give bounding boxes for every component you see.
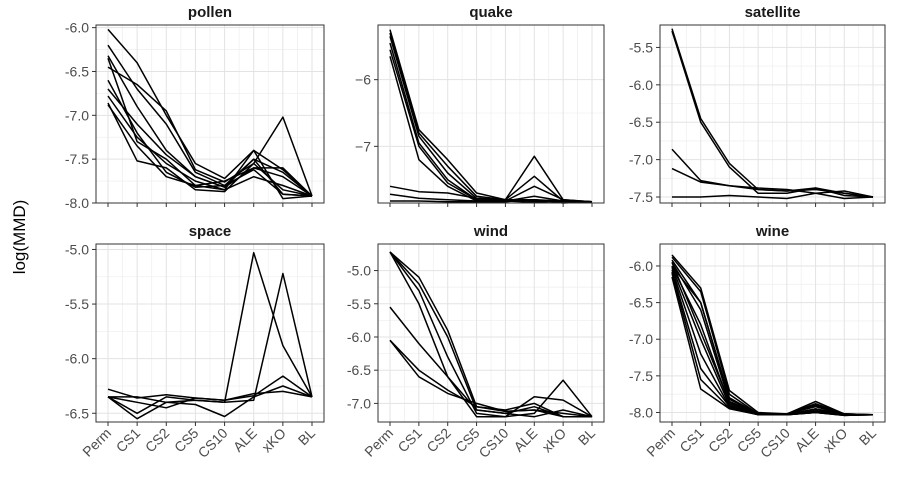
- x-tick-label: CS10: [195, 425, 231, 461]
- y-tick-label: -8.0: [629, 404, 653, 420]
- panel-title: satellite: [745, 4, 801, 21]
- x-tick-label: CS2: [142, 425, 173, 456]
- x-tick-label: CS1: [394, 425, 425, 456]
- x-tick-label: CS2: [423, 425, 454, 456]
- panel-border: [95, 24, 325, 204]
- series-line: [389, 251, 592, 418]
- panel-wind: -7.0-6.5-6.0-5.5-5.0PermCS1CS2CS5CS10ALE…: [347, 223, 605, 461]
- series-line: [107, 390, 313, 409]
- x-tick-label: ALE: [792, 425, 822, 455]
- panel-title: pollen: [188, 4, 232, 21]
- x-tick-label: xKO: [820, 425, 851, 456]
- series-line: [107, 66, 313, 197]
- y-tick-label: -6.5: [629, 295, 653, 311]
- x-tick-label: BL: [295, 425, 319, 449]
- y-tick-label: -5.5: [629, 39, 653, 55]
- panel-border: [659, 24, 886, 204]
- panel-border: [95, 243, 325, 423]
- series-line: [672, 192, 874, 200]
- panel-quake: −7 −6 quake: [355, 4, 605, 207]
- panel-title: quake: [469, 4, 512, 21]
- x-tick-label: CS1: [676, 425, 707, 456]
- y-axis-label-area: log(MMD): [0, 0, 40, 474]
- series-line: [107, 44, 313, 197]
- panel-border: [659, 243, 886, 423]
- x-tick-label: Perm: [79, 425, 114, 460]
- y-tick-label: -6.5: [65, 405, 89, 421]
- panel-wine: -8.0-7.5-7.0-6.5-6.0PermCS1CS2CS5CS10ALE…: [629, 223, 886, 461]
- series-line: [107, 88, 313, 197]
- y-tick-label: -6.0: [347, 329, 371, 345]
- panel-border: [377, 24, 605, 204]
- x-tick-label: BL: [575, 425, 599, 449]
- y-tick-label: -5.0: [347, 263, 371, 279]
- panel-title: wine: [755, 223, 789, 240]
- y-tick-label: -8.0: [65, 195, 89, 211]
- y-tick-label: -5.0: [65, 241, 89, 257]
- series-line: [389, 251, 593, 418]
- panel-pollen: -8.0 -7.5 -7.0 -6.5 -6.0 pollen: [65, 4, 325, 211]
- x-tick-label: CS1: [113, 425, 144, 456]
- y-tick-label: -5.5: [347, 296, 371, 312]
- series-line: [107, 79, 313, 197]
- x-tick-label: CS10: [475, 425, 511, 461]
- series-line: [107, 28, 313, 197]
- y-tick-label: -7.0: [65, 107, 89, 123]
- panel-title: wind: [473, 223, 508, 240]
- y-tick-label: -6.0: [65, 351, 89, 367]
- y-tick-label: -7.5: [65, 151, 89, 167]
- x-tick-label: BL: [856, 425, 880, 449]
- y-tick-label: -7.5: [629, 189, 653, 205]
- x-tick-label: ALE: [230, 425, 260, 455]
- y-tick-label: -7.5: [629, 368, 653, 384]
- series-line: [671, 30, 874, 198]
- series-line: [390, 198, 593, 204]
- y-tick-label: −6: [355, 72, 371, 88]
- y-tick-label: -6.5: [65, 63, 89, 79]
- series-line: [389, 251, 593, 418]
- x-tick-label: Perm: [643, 425, 678, 460]
- y-tick-label: −7: [355, 138, 371, 154]
- panel-title: space: [189, 223, 232, 240]
- series-line: [107, 104, 313, 197]
- series-line: [107, 95, 313, 197]
- series-line: [107, 272, 313, 415]
- series-line: [671, 148, 874, 198]
- y-tick-label: -6.0: [629, 258, 653, 274]
- panel-satellite: -7.5 -7.0 -6.5 -6.0 -5.5 satellite: [629, 4, 886, 207]
- y-tick-label: -7.0: [347, 395, 371, 411]
- series-line: [671, 262, 873, 416]
- y-tick-label: -6.5: [629, 114, 653, 130]
- panel-border: [377, 243, 605, 423]
- y-tick-label: -6.5: [347, 362, 371, 378]
- global-y-axis-label: log(MMD): [10, 199, 29, 275]
- y-tick-label: -5.5: [65, 296, 89, 312]
- x-tick-label: CS10: [757, 425, 793, 461]
- series-line: [389, 32, 593, 203]
- x-tick-label: xKO: [258, 425, 289, 456]
- x-tick-label: CS2: [705, 425, 736, 456]
- x-tick-label: Perm: [361, 425, 396, 460]
- series-line: [107, 102, 313, 197]
- x-tick-label: ALE: [510, 425, 540, 455]
- series-line: [107, 385, 313, 420]
- y-tick-label: -7.0: [629, 331, 653, 347]
- y-tick-label: -7.0: [629, 152, 653, 168]
- y-tick-label: -6.0: [65, 20, 89, 36]
- series-line: [671, 167, 874, 198]
- y-tick-label: -6.0: [629, 77, 653, 93]
- x-tick-label: xKO: [539, 425, 570, 456]
